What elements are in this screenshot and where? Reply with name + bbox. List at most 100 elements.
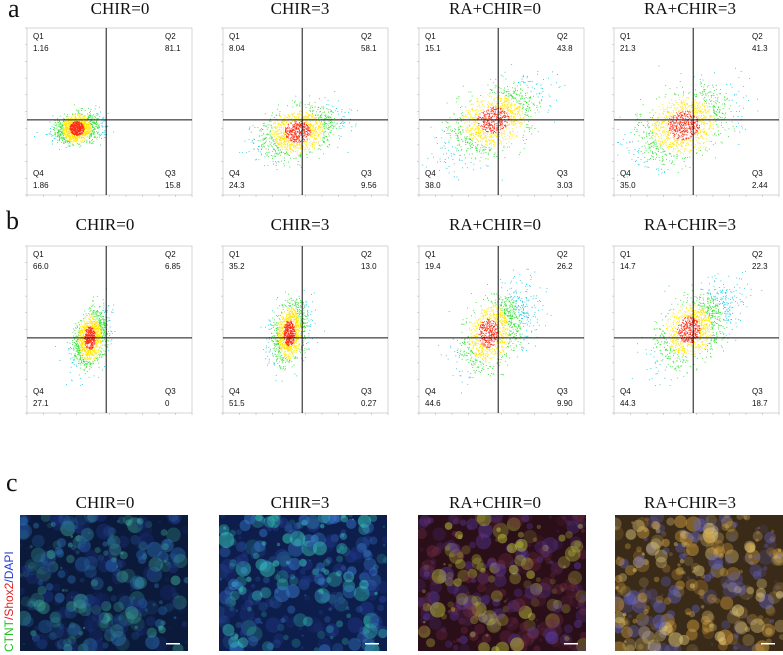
event-point (296, 116, 298, 118)
event-point (86, 127, 88, 129)
event-point (319, 122, 321, 123)
event-point (283, 137, 285, 139)
event-point (694, 108, 696, 109)
event-point (504, 125, 505, 126)
event-point (453, 163, 455, 165)
event-point (72, 136, 74, 138)
event-point (294, 121, 296, 123)
event-point (274, 153, 276, 155)
event-point (688, 113, 690, 115)
event-point (298, 144, 300, 145)
event-point (525, 101, 526, 103)
event-point (93, 128, 95, 130)
event-point (723, 99, 725, 101)
event-point (713, 109, 715, 111)
event-point (480, 134, 482, 136)
event-point (308, 151, 310, 153)
event-point (487, 107, 489, 109)
event-point (495, 111, 496, 113)
event-point (504, 135, 506, 137)
event-point (63, 133, 65, 134)
event-point (498, 121, 500, 123)
event-point (677, 150, 679, 152)
event-point (58, 133, 60, 135)
event-point (296, 144, 298, 146)
event-point (273, 141, 275, 142)
event-point (633, 154, 635, 155)
event-point (500, 104, 502, 106)
event-point (305, 141, 307, 142)
event-point (429, 177, 431, 179)
event-point (320, 123, 322, 125)
event-point (482, 132, 484, 134)
event-point (299, 148, 301, 150)
event-point (696, 152, 698, 154)
event-point (514, 109, 515, 111)
event-point (46, 134, 48, 135)
event-point (331, 121, 333, 123)
event-point (468, 125, 470, 127)
event-point (86, 139, 88, 141)
event-point (288, 137, 290, 139)
event-point (502, 105, 504, 107)
event-point (288, 131, 290, 132)
event-point (511, 121, 512, 123)
event-point (425, 166, 427, 168)
event-point (84, 124, 86, 125)
event-point (657, 146, 659, 148)
event-point (331, 125, 333, 126)
event-point (483, 112, 485, 114)
event-point (675, 122, 677, 124)
event-point (482, 104, 483, 106)
event-point (340, 122, 342, 124)
event-point (53, 124, 55, 126)
event-point (285, 144, 287, 145)
event-point (59, 138, 60, 140)
event-point (74, 121, 76, 123)
event-point (73, 131, 75, 133)
event-point (91, 140, 93, 141)
event-point (69, 123, 71, 125)
event-point (67, 134, 68, 136)
event-point (486, 143, 488, 145)
event-point (344, 122, 346, 123)
event-point (300, 131, 302, 132)
event-point (293, 145, 295, 147)
event-point (73, 140, 74, 142)
event-point (480, 117, 481, 119)
event-point (467, 138, 469, 140)
event-point (288, 127, 290, 128)
event-point (465, 141, 466, 143)
event-point (496, 136, 498, 138)
event-point (685, 111, 687, 113)
event-point (495, 120, 497, 121)
event-point (351, 130, 352, 132)
event-point (652, 130, 653, 131)
event-point (430, 126, 432, 128)
event-point (285, 145, 287, 147)
event-point (293, 113, 295, 115)
event-point (96, 123, 98, 125)
event-point (67, 127, 69, 129)
event-point (332, 112, 334, 114)
event-point (722, 108, 724, 110)
event-point (332, 134, 334, 136)
event-point (266, 125, 267, 127)
event-point (482, 129, 484, 131)
event-point (637, 140, 639, 142)
event-point (78, 120, 80, 122)
event-point (518, 154, 520, 156)
event-point (303, 123, 305, 125)
event-point (69, 129, 71, 130)
event-point (79, 134, 81, 136)
event-point (625, 174, 627, 176)
event-point (296, 104, 298, 106)
event-point (304, 129, 305, 131)
row-a-title-2: CHIR=3 (270, 0, 330, 18)
event-point (527, 114, 529, 116)
event-point (96, 130, 98, 132)
event-point (486, 124, 488, 125)
event-point (715, 97, 717, 99)
event-point (67, 120, 68, 122)
event-point (257, 150, 259, 152)
